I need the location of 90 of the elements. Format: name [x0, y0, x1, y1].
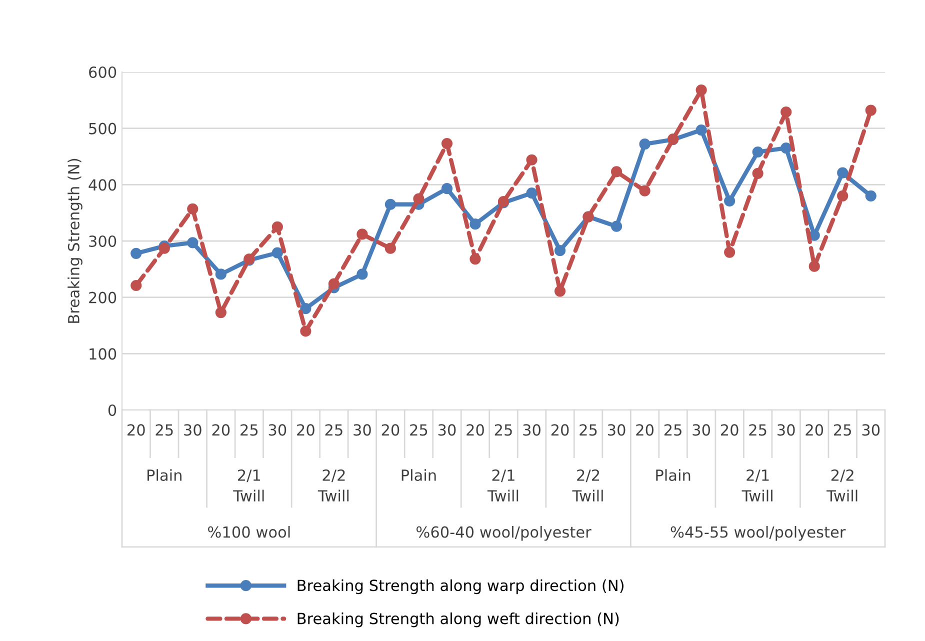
x-tick-label: 25 — [749, 424, 766, 436]
point — [780, 106, 792, 118]
y-tick-label: 600 — [89, 66, 116, 78]
x-tick-label: 30 — [862, 424, 880, 436]
x-tick-label: 25 — [834, 424, 851, 436]
point — [130, 248, 142, 259]
point — [300, 303, 312, 314]
x-tick-label: 30 — [354, 424, 371, 436]
point — [272, 247, 283, 258]
point — [413, 193, 424, 204]
y-tick-label: 0 — [108, 404, 116, 416]
x-tick-label: 30 — [778, 424, 795, 436]
point — [865, 104, 876, 116]
text: Plain — [656, 469, 690, 481]
point — [356, 228, 368, 240]
x-tick-label: 30 — [692, 424, 710, 436]
y-tick-label: 400 — [88, 179, 116, 191]
point — [187, 203, 198, 214]
point — [780, 142, 792, 154]
point — [441, 138, 453, 150]
point — [470, 253, 481, 265]
text: 2/1 Twill — [487, 469, 518, 502]
point — [384, 198, 396, 210]
point — [639, 138, 650, 150]
point — [837, 190, 848, 202]
point — [554, 245, 566, 256]
x-tick-label: 20 — [212, 424, 230, 436]
point — [130, 280, 142, 292]
text: %45-55 wool/polyester — [670, 526, 846, 541]
y-tick-label: 300 — [89, 235, 116, 248]
point — [215, 268, 226, 280]
point — [752, 168, 764, 179]
text: Plain — [148, 469, 182, 481]
point — [384, 242, 396, 254]
x-tick-label: 25 — [325, 424, 342, 436]
point — [187, 237, 198, 248]
point — [865, 190, 876, 202]
point — [272, 221, 283, 232]
point — [441, 183, 453, 194]
y-tick-label: 500 — [89, 122, 116, 134]
point — [526, 154, 538, 166]
point — [837, 167, 848, 178]
point — [610, 166, 622, 178]
point — [752, 146, 764, 158]
x-tick-label: 25 — [410, 424, 428, 436]
x-tick-label: 20 — [636, 424, 654, 436]
x-tick-label: 30 — [523, 424, 540, 436]
x-tick-label: 25 — [664, 424, 682, 436]
x-tick-label: 20 — [128, 424, 145, 436]
point — [215, 306, 226, 318]
point — [724, 246, 736, 258]
point — [328, 278, 340, 290]
x-tick-label: 25 — [240, 424, 258, 436]
x-tick-label: 30 — [438, 424, 456, 436]
point — [639, 185, 650, 196]
x-tick-label: 25 — [494, 424, 512, 436]
legend-label: Breaking Strength along warp direction (N) — [298, 579, 624, 594]
text: 2/1 Twill — [233, 469, 264, 502]
point — [808, 260, 820, 272]
x-tick-label: 20 — [297, 424, 314, 436]
legend-label: Breaking Strength along weft direction (N) — [298, 612, 619, 628]
point — [356, 268, 368, 280]
text: %100 wool — [208, 526, 290, 538]
point — [554, 286, 566, 297]
point — [610, 220, 622, 232]
x-tick-label: 25 — [580, 424, 597, 436]
point — [696, 124, 707, 136]
text: 2/1 Twill — [742, 469, 772, 502]
text: 2/2 Twill — [572, 469, 603, 502]
x-tick-label: 30 — [184, 424, 202, 436]
x-tick-label: 20 — [806, 424, 824, 436]
x-tick-label: 20 — [382, 424, 400, 436]
y-tick-label: 100 — [90, 348, 116, 360]
point — [526, 188, 538, 199]
point — [470, 218, 481, 230]
point — [724, 195, 736, 207]
x-tick-label: 30 — [608, 424, 626, 436]
point — [300, 326, 312, 337]
text: 2/2 Twill — [318, 469, 349, 502]
x-tick-label: 25 — [156, 424, 173, 436]
x-tick-label: 20 — [551, 424, 569, 436]
y-axis-title: Breaking Strength (N) — [68, 158, 82, 323]
point — [696, 84, 707, 96]
y-tick-label: 200 — [89, 292, 116, 304]
x-tick-label: 20 — [466, 424, 484, 436]
x-tick-label: 20 — [720, 424, 738, 436]
text: %60-40 wool/polyester — [416, 526, 592, 541]
x-tick-label: 30 — [268, 424, 286, 436]
text: 2/2 Twill — [826, 469, 858, 502]
text: Plain — [402, 469, 436, 481]
